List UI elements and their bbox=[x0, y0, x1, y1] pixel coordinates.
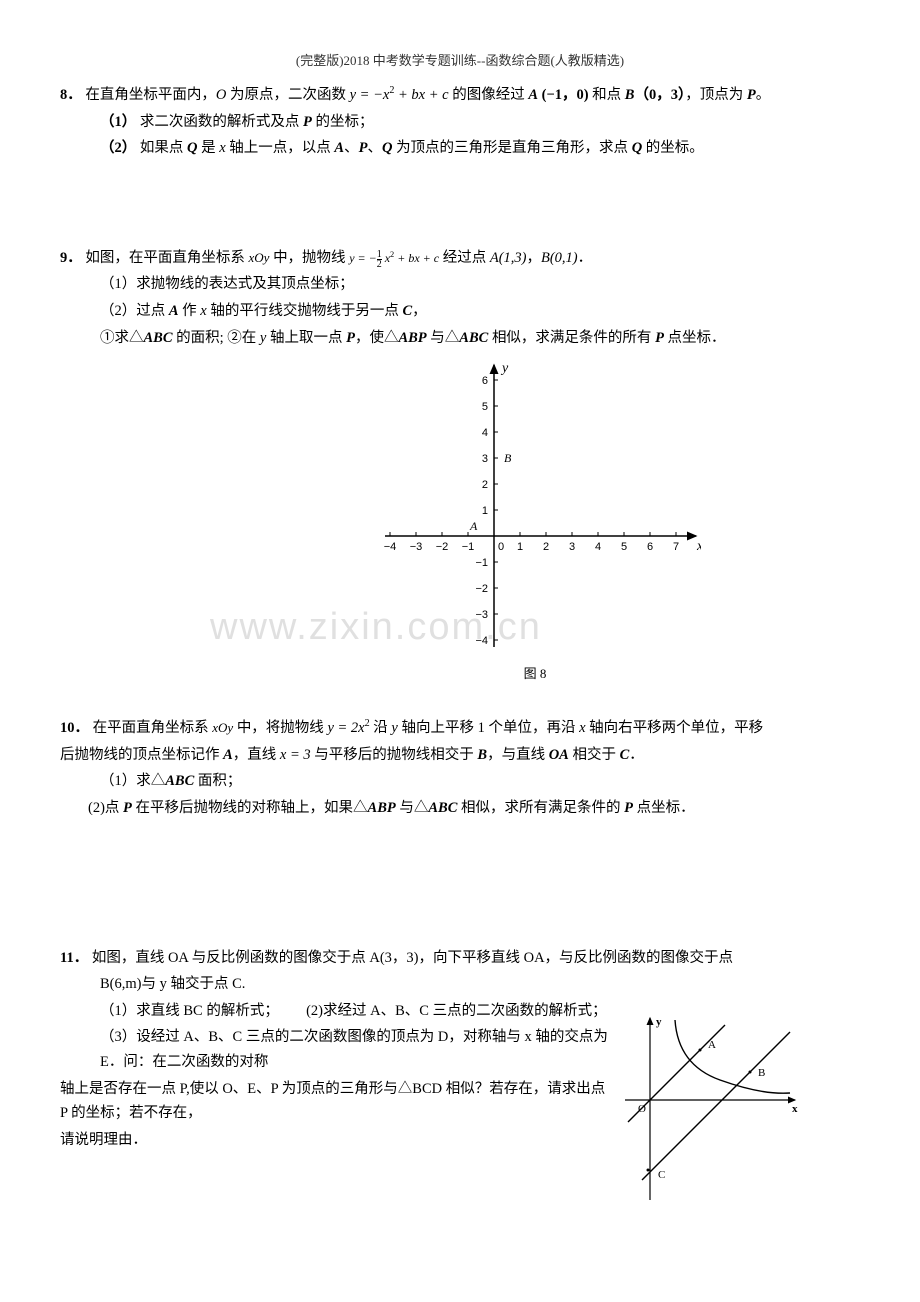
svg-text:6: 6 bbox=[646, 541, 652, 553]
p8-t3: 的图像经过 bbox=[449, 87, 529, 103]
svg-text:−2: −2 bbox=[435, 541, 448, 553]
p9-s1l: （1） bbox=[100, 276, 136, 292]
svg-text:3: 3 bbox=[481, 453, 487, 465]
svg-text:−1: −1 bbox=[475, 557, 488, 569]
p8-t1: 在直角坐标平面内， bbox=[85, 87, 216, 103]
p8-s1-label: （1） bbox=[100, 114, 136, 130]
p8-num: 8． bbox=[60, 87, 82, 103]
p8-v: ，顶点为 bbox=[685, 87, 747, 103]
p11-num: 11． bbox=[60, 950, 88, 966]
p11-s3a: （3）设经过 A、B、C 三点的二次函数图像的顶点为 D，对称轴与 x 轴的交点… bbox=[100, 1029, 608, 1070]
svg-text:−4: −4 bbox=[383, 541, 396, 553]
svg-text:x: x bbox=[696, 539, 701, 554]
svg-text:O: O bbox=[638, 1103, 646, 1115]
p9-s1: 求抛物线的表达式及其顶点坐标； bbox=[136, 276, 354, 292]
svg-text:x: x bbox=[792, 1103, 798, 1115]
p8-t2: 为原点，二次函数 bbox=[226, 87, 349, 103]
figure-11: Ox y A B C bbox=[620, 1015, 800, 1214]
svg-text:3: 3 bbox=[568, 541, 574, 553]
p8-and: 和点 bbox=[589, 87, 625, 103]
svg-text:−2: −2 bbox=[475, 583, 488, 595]
svg-text:y: y bbox=[656, 1016, 662, 1028]
p11-s1: （1）求直线 BC 的解析式； bbox=[100, 1003, 279, 1019]
p9-p: ． bbox=[578, 250, 593, 266]
figure-8-caption: 图 8 bbox=[370, 663, 701, 685]
p11-s2: (2)求经过 A、B、C 三点的二次函数的解析式； bbox=[306, 1003, 606, 1019]
problem-11: 11． 如图，直线 OA 与反比例函数的图像交于点 A(3，3)，向下平移直线 … bbox=[60, 946, 860, 1215]
svg-text:C: C bbox=[658, 1169, 665, 1181]
p9-num: 9． bbox=[60, 250, 82, 266]
p8-s2c: 轴上一点，以点 bbox=[226, 140, 335, 156]
p8-s2f: 的坐标。 bbox=[642, 140, 704, 156]
problem-8: 8． 在直角坐标平面内，O 为原点，二次函数 y = −x2 + bx + c … bbox=[60, 82, 860, 161]
p8-Ac: (−1，0) bbox=[538, 87, 589, 103]
svg-text:2: 2 bbox=[542, 541, 548, 553]
figure-8-axes: −4 −3 −2 −1 0 1 2 3 4 5 6 7 −4 −3 −2 −1 1 2 3 4 5 6 x y A B bbox=[370, 360, 701, 652]
p8-s2-label: （2） bbox=[100, 140, 136, 156]
svg-text:5: 5 bbox=[620, 541, 626, 553]
p9-s2a: 过点 bbox=[136, 303, 169, 319]
p8-tail: 。 bbox=[756, 87, 771, 103]
svg-text:−3: −3 bbox=[475, 609, 488, 621]
svg-text:6: 6 bbox=[481, 375, 487, 387]
p9-xOy: xOy bbox=[249, 250, 270, 265]
p11-l2: B(6,m)与 y 轴交于点 C. bbox=[100, 976, 245, 992]
problem-9: 9． 如图，在平面直角坐标系 xOy 中，抛物线 y = −12 x2 + bx… bbox=[60, 246, 860, 685]
p9-eq: y = −12 x2 + bx + c bbox=[349, 251, 439, 265]
p9-q2: 中，抛物线 bbox=[269, 250, 349, 266]
svg-text:1: 1 bbox=[481, 505, 487, 517]
p11-s3c: 请说明理由． bbox=[60, 1132, 147, 1148]
p10-eq: y = 2x2 bbox=[327, 720, 369, 736]
p11-s3b: 轴上是否存在一点 P,使以 O、E、P 为顶点的三角形与△BCD 相似？若存在，… bbox=[60, 1081, 605, 1122]
svg-text:−4: −4 bbox=[475, 635, 488, 647]
p8-s2a: 如果点 bbox=[140, 140, 187, 156]
p8-Bc: （0，3） bbox=[634, 87, 685, 103]
p8-eq1: y = −x2 + bx + c bbox=[350, 87, 449, 103]
p9-c: ， bbox=[526, 250, 541, 266]
svg-text:B: B bbox=[758, 1067, 765, 1079]
p8-s2b: 是 bbox=[197, 140, 219, 156]
p8-O: O bbox=[216, 87, 226, 103]
svg-text:2: 2 bbox=[481, 479, 487, 491]
p9-q1: 如图，在平面直角坐标系 bbox=[85, 250, 248, 266]
p11-q1: 如图，直线 OA 与反比例函数的图像交于点 A(3，3)，向下平移直线 OA，与… bbox=[92, 950, 733, 966]
figure-8-wrap: −4 −3 −2 −1 0 1 2 3 4 5 6 7 −4 −3 −2 −1 1 2 3 4 5 6 x y A B 图 8 bbox=[210, 360, 860, 685]
doc-header: (完整版)2018 中考数学专题训练--函数综合题(人教版精选) bbox=[60, 50, 860, 72]
problem-10: 10． 在平面直角坐标系 xOy 中，将抛物线 y = 2x2 沿 y 轴向上平… bbox=[60, 715, 860, 820]
p8-A: A bbox=[528, 87, 538, 103]
svg-text:7: 7 bbox=[672, 541, 678, 553]
svg-text:4: 4 bbox=[481, 427, 487, 439]
p9-B: B(0,1) bbox=[541, 250, 578, 266]
p8-Q: Q bbox=[187, 140, 197, 156]
svg-text:1: 1 bbox=[516, 541, 522, 553]
p9-s2l: （2） bbox=[100, 303, 136, 319]
svg-text:−1: −1 bbox=[461, 541, 474, 553]
p8-s1P: P bbox=[303, 114, 312, 130]
svg-text:−3: −3 bbox=[409, 541, 422, 553]
svg-text:A: A bbox=[469, 519, 478, 533]
svg-text:y: y bbox=[500, 361, 509, 376]
svg-text:5: 5 bbox=[481, 401, 487, 413]
svg-text:B: B bbox=[504, 451, 512, 465]
p8-s1a: 求二次函数的解析式及点 bbox=[140, 114, 303, 130]
svg-text:A: A bbox=[708, 1039, 716, 1051]
p9-A: A(1,3) bbox=[490, 250, 527, 266]
p8-s1t: 的坐标； bbox=[312, 114, 374, 130]
svg-text:0: 0 bbox=[497, 541, 503, 553]
p8-s2e: 为顶点的三角形是直角三角形，求点 bbox=[392, 140, 631, 156]
p8-P: P bbox=[747, 87, 756, 103]
svg-text:4: 4 bbox=[594, 541, 600, 553]
p10-num: 10． bbox=[60, 720, 89, 736]
p9-q3: 经过点 bbox=[439, 250, 490, 266]
